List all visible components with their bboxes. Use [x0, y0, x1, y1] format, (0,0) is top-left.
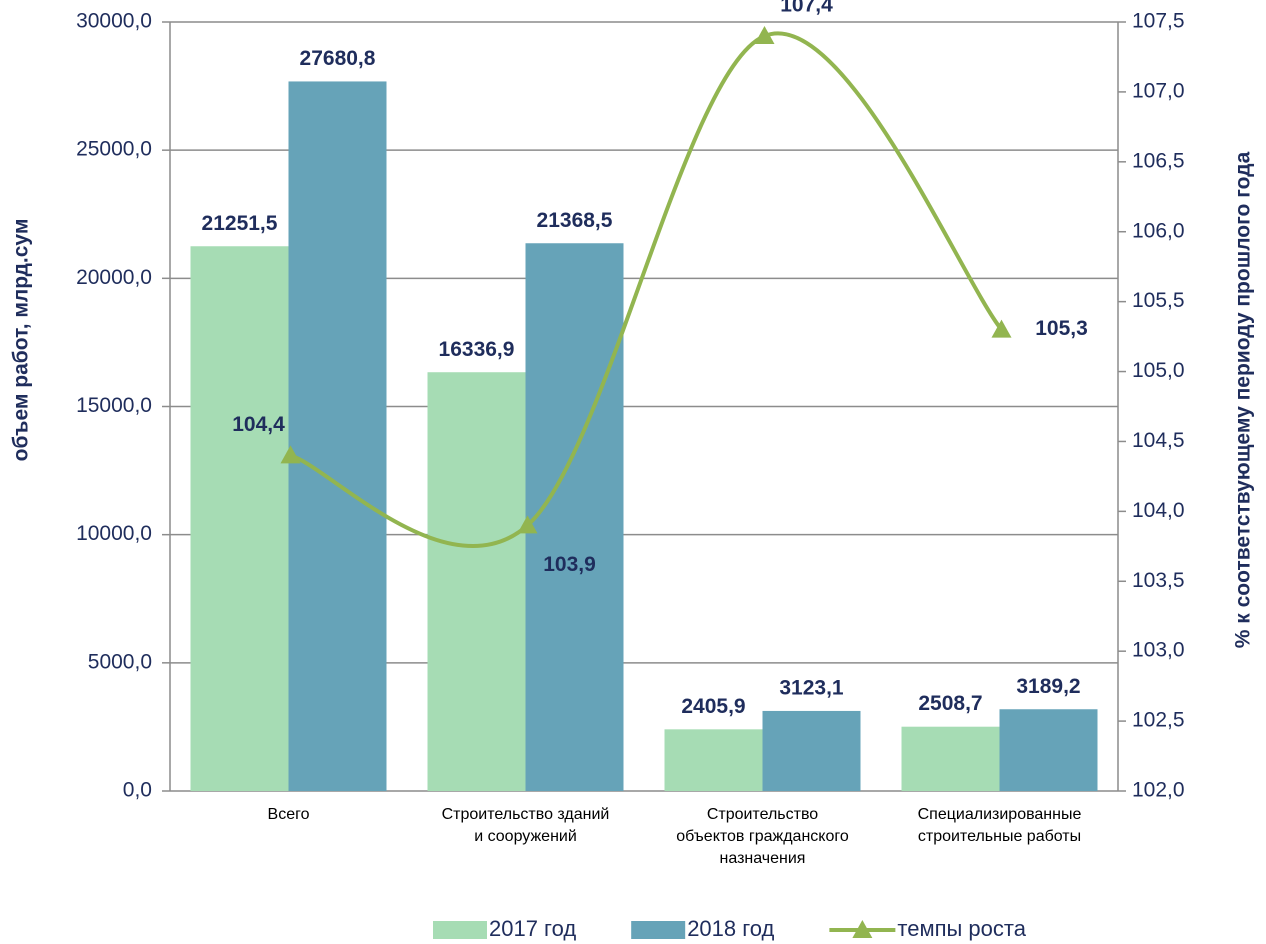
bar-value-label: 2405,9	[681, 695, 745, 718]
y2-tick-label: 107,0	[1132, 79, 1185, 102]
x-tick-label: Строительство зданий и сооружений	[442, 806, 610, 845]
y2-tick-label: 104,5	[1132, 429, 1185, 452]
y2-tick-label: 105,0	[1132, 359, 1185, 382]
y2-tick-label: 107,5	[1132, 10, 1185, 33]
line-marker	[754, 25, 775, 44]
y-tick-label: 10000,0	[76, 522, 152, 545]
x-tick-label-line: Специализированные	[918, 806, 1082, 823]
line-marker	[280, 445, 301, 464]
bar	[999, 709, 1098, 791]
bar	[901, 726, 1000, 791]
bar-value-label: 21251,5	[202, 212, 278, 235]
legend-label: темпы роста	[897, 916, 1026, 941]
bar	[762, 710, 861, 791]
x-tick-label: Всего	[268, 806, 310, 823]
y-tick-label: 15000,0	[76, 394, 152, 417]
y-tick-label: 20000,0	[76, 266, 152, 289]
y2-tick-label: 105,5	[1132, 289, 1185, 312]
line-value-label: 107,4	[780, 0, 833, 17]
x-tick-label: Специализированные строительные работы	[918, 806, 1082, 845]
x-tick-label-line: объектов гражданского	[676, 828, 849, 845]
x-tick-label-line: Строительство	[707, 806, 818, 823]
x-tick-label-line: Строительство зданий	[442, 806, 610, 823]
y2-axis-title: % к соответствующему периоду прошлого го…	[1232, 151, 1255, 648]
y-tick-label: 25000,0	[76, 138, 152, 161]
line-value-label: 104,4	[232, 413, 285, 436]
bar-value-label: 2508,7	[918, 692, 982, 715]
bar-value-label: 27680,8	[300, 47, 376, 70]
x-tick-label-line: Всего	[268, 806, 310, 823]
line	[289, 31, 1004, 549]
bar	[427, 372, 526, 791]
x-tick-label-line: и сооружений	[474, 828, 577, 845]
y2-tick-label: 102,5	[1132, 709, 1185, 732]
y2-tick-label: 103,0	[1132, 639, 1185, 662]
y2-tick-label: 106,0	[1132, 219, 1185, 242]
x-tick-label-line: назначения	[720, 850, 806, 867]
y2-tick-label: 103,5	[1132, 569, 1185, 592]
y2-tick-label: 104,0	[1132, 499, 1185, 522]
line-marker	[991, 319, 1012, 338]
legend-label: 2018 год	[687, 916, 774, 941]
bar-value-label: 16336,9	[439, 338, 515, 361]
legend-label: 2017 год	[489, 916, 576, 941]
bar	[664, 729, 763, 791]
bar-value-label: 3123,1	[779, 676, 844, 699]
y2-tick-label: 106,5	[1132, 149, 1185, 172]
bar-value-label: 3189,2	[1016, 675, 1080, 698]
y-tick-label: 30000,0	[76, 10, 152, 33]
y-tick-label: 0,0	[123, 779, 152, 802]
y-tick-label: 5000,0	[88, 650, 152, 673]
y-axis-title: объем работ, млрд.сум	[10, 219, 33, 462]
line-value-label: 105,3	[1035, 317, 1088, 340]
legend-swatch	[433, 921, 487, 939]
x-tick-label-line: строительные работы	[918, 828, 1081, 845]
bar	[525, 243, 624, 791]
bar-value-label: 21368,5	[537, 209, 613, 232]
legend-swatch	[631, 921, 686, 939]
bar	[288, 81, 387, 791]
y2-tick-label: 102,0	[1132, 779, 1185, 802]
bar	[190, 246, 289, 791]
x-tick-label: Строительство объектов гражданского назнач…	[676, 806, 849, 867]
legend-swatch-marker	[852, 920, 873, 938]
line-marker	[517, 515, 538, 534]
line-value-label: 103,9	[543, 553, 596, 576]
